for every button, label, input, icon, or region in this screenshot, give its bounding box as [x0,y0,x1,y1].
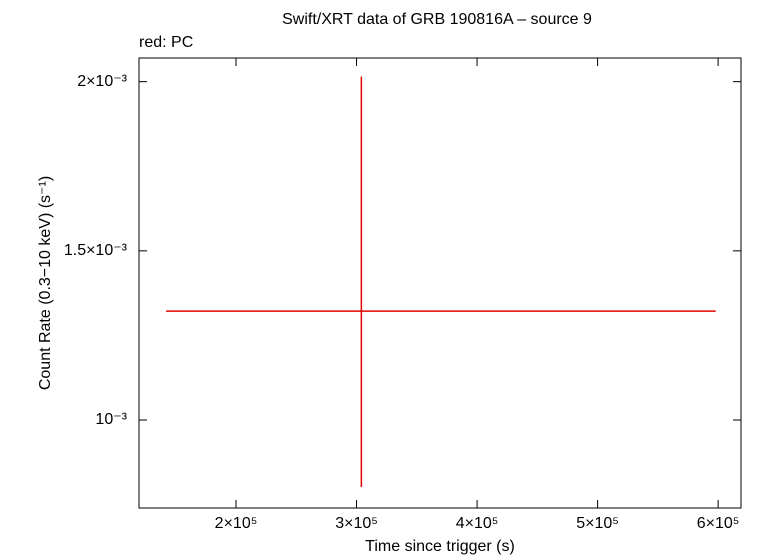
x-tick-label: 3×10⁵ [335,515,378,532]
x-tick-label: 5×10⁵ [576,515,619,532]
y-tick-label: 2×10⁻³ [77,73,127,90]
chart-title: Swift/XRT data of GRB 190816A – source 9 [282,11,592,28]
y-axis-label: Count Rate (0.3−10 keV) (s⁻¹) [37,176,54,390]
x-tick-label: 6×10⁵ [697,515,740,532]
x-tick-label: 2×10⁵ [215,515,258,532]
x-tick-label: 4×10⁵ [456,515,499,532]
legend-subtitle: red: PC [139,34,193,51]
plot-frame [138,57,742,509]
x-axis-label: Time since trigger (s) [365,538,515,555]
y-tick-label: 10⁻³ [95,411,127,428]
y-tick-label: 1.5×10⁻³ [64,242,128,259]
